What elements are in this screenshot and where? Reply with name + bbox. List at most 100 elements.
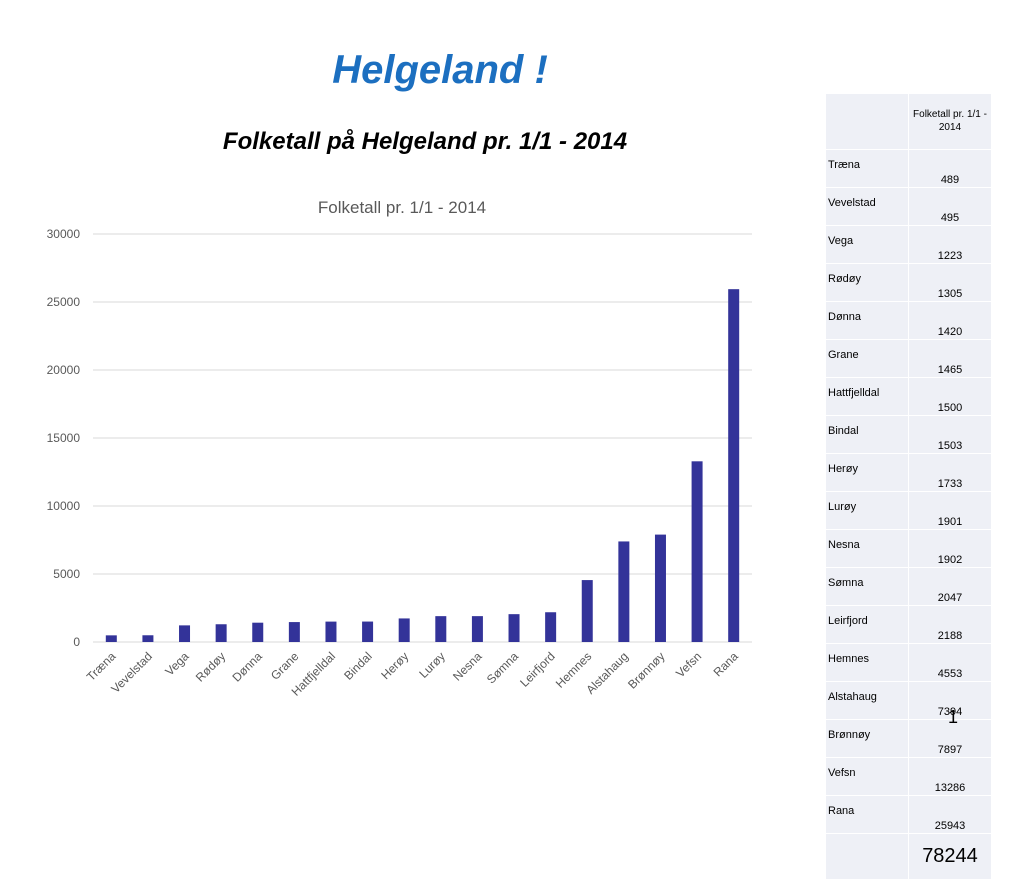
bar: [142, 635, 154, 642]
table-cell-population: 1902: [909, 530, 992, 568]
table-cell-population: 13286: [909, 758, 992, 796]
table-row: Rana 25943: [826, 796, 992, 834]
table-row: Sømna 2047: [826, 568, 992, 606]
bar: [215, 624, 227, 642]
table-cell-municipality: Hemnes: [826, 644, 909, 682]
table-cell-municipality: Vefsn: [826, 758, 909, 796]
y-tick-label: 0: [73, 635, 80, 649]
table-cell-municipality: Bindal: [826, 416, 909, 454]
table-cell-population: 495: [909, 188, 992, 226]
x-tick-label: Sømna: [484, 649, 521, 686]
x-tick-label: Vefsn: [673, 649, 704, 680]
bar: [508, 614, 520, 642]
x-tick-label: Grane: [268, 649, 302, 683]
table-row: Nesna 1902: [826, 530, 992, 568]
y-tick-label: 15000: [47, 431, 81, 445]
table-row: Grane 1465: [826, 340, 992, 378]
table-cell-municipality: Hattfjelldal: [826, 378, 909, 416]
table-cell-population: 1305: [909, 264, 992, 302]
table-cell-population: 1465: [909, 340, 992, 378]
bar: [691, 461, 703, 642]
x-tick-label: Herøy: [378, 649, 411, 682]
table-cell-municipality: Rana: [826, 796, 909, 834]
table-cell-population: 1500: [909, 378, 992, 416]
x-tick-label: Brønnøy: [625, 649, 667, 691]
bar: [288, 622, 300, 642]
table-cell-municipality: Leirfjord: [826, 606, 909, 644]
table-cell-population: 1223: [909, 226, 992, 264]
table-cell-population: 489: [909, 150, 992, 188]
x-tick-label: Leirfjord: [517, 649, 558, 690]
table-cell-municipality: Alstahaug: [826, 682, 909, 720]
bar: [581, 580, 593, 642]
table-row: Lurøy 1901: [826, 492, 992, 530]
table-cell-municipality: Vevelstad: [826, 188, 909, 226]
bar: [362, 621, 374, 642]
bar: [654, 534, 666, 642]
table-cell-population: 2047: [909, 568, 992, 606]
x-tick-label: Nesna: [450, 649, 485, 684]
table-row: Vevelstad 495: [826, 188, 992, 226]
table-total-empty-cell: [826, 834, 909, 880]
x-tick-label: Rødøy: [193, 649, 228, 684]
bar: [471, 616, 483, 642]
y-tick-label: 20000: [47, 363, 81, 377]
bar: [545, 612, 557, 642]
bar: [179, 625, 191, 642]
slide-subtitle: Folketall på Helgeland pr. 1/1 - 2014: [222, 128, 628, 155]
table-cell-municipality: Træna: [826, 150, 909, 188]
bar-chart: Folketall pr. 1/1 - 2014 0 5000 10000 15000…: [47, 198, 752, 699]
table-cell-municipality: Sømna: [826, 568, 909, 606]
bar: [728, 289, 740, 642]
table-row: Leirfjord 2188: [826, 606, 992, 644]
table-row: Rødøy 1305: [826, 264, 992, 302]
table-cell-municipality: Herøy: [826, 454, 909, 492]
table-cell-population: 7897: [909, 720, 992, 758]
x-tick-label: Lurøy: [416, 649, 448, 681]
table-cell-municipality: Brønnøy: [826, 720, 909, 758]
chart-gridlines: [93, 233, 752, 643]
table-cell-municipality: Nesna: [826, 530, 909, 568]
table-total-row: 78244: [826, 834, 992, 880]
table-cell-municipality: Grane: [826, 340, 909, 378]
x-tick-label: Træna: [84, 649, 119, 684]
table-row: Alstahaug 7394: [826, 682, 992, 720]
table-cell-population: 25943: [909, 796, 992, 834]
table-header-cell: Folketall pr. 1/1 - 2014: [909, 94, 992, 150]
bar: [435, 616, 447, 642]
table-row: Hattfjelldal 1500: [826, 378, 992, 416]
slide-title: Helgeland !: [332, 48, 548, 92]
x-tick-label: Dønna: [229, 649, 265, 685]
y-axis-tick-labels: 0 5000 10000 15000 20000 25000 30000: [47, 227, 81, 649]
bar: [325, 621, 337, 642]
table-cell-population: 1420: [909, 302, 992, 340]
chart-title: Folketall pr. 1/1 - 2014: [318, 198, 486, 217]
y-tick-label: 25000: [47, 295, 81, 309]
bar: [398, 618, 410, 642]
table-cell-population: 1733: [909, 454, 992, 492]
population-table: Folketall pr. 1/1 - 2014 Træna 489 Vevelst…: [826, 94, 992, 880]
table-cell-municipality: Lurøy: [826, 492, 909, 530]
x-tick-label: Rana: [711, 649, 741, 679]
bar: [105, 635, 117, 642]
x-tick-label: Bindal: [341, 649, 374, 682]
table-row: Vega 1223: [826, 226, 992, 264]
table-cell-population: 4553: [909, 644, 992, 682]
table-row: Træna 489: [826, 150, 992, 188]
y-tick-label: 5000: [53, 567, 80, 581]
bar: [252, 622, 264, 642]
table-total-value: 78244: [909, 834, 992, 880]
table-header-row: Folketall pr. 1/1 - 2014: [826, 94, 992, 150]
y-tick-label: 10000: [47, 499, 81, 513]
table-row: Herøy 1733: [826, 454, 992, 492]
table-cell-municipality: Vega: [826, 226, 909, 264]
table-row: Bindal 1503: [826, 416, 992, 454]
x-tick-label: Vega: [162, 649, 191, 678]
table-row: Hemnes 4553: [826, 644, 992, 682]
chart-bars: [105, 289, 740, 642]
table-cell-municipality: Rødøy: [826, 264, 909, 302]
table-row: Vefsn 13286: [826, 758, 992, 796]
table-cell-population: 7394: [909, 682, 992, 720]
table-cell-population: 2188: [909, 606, 992, 644]
